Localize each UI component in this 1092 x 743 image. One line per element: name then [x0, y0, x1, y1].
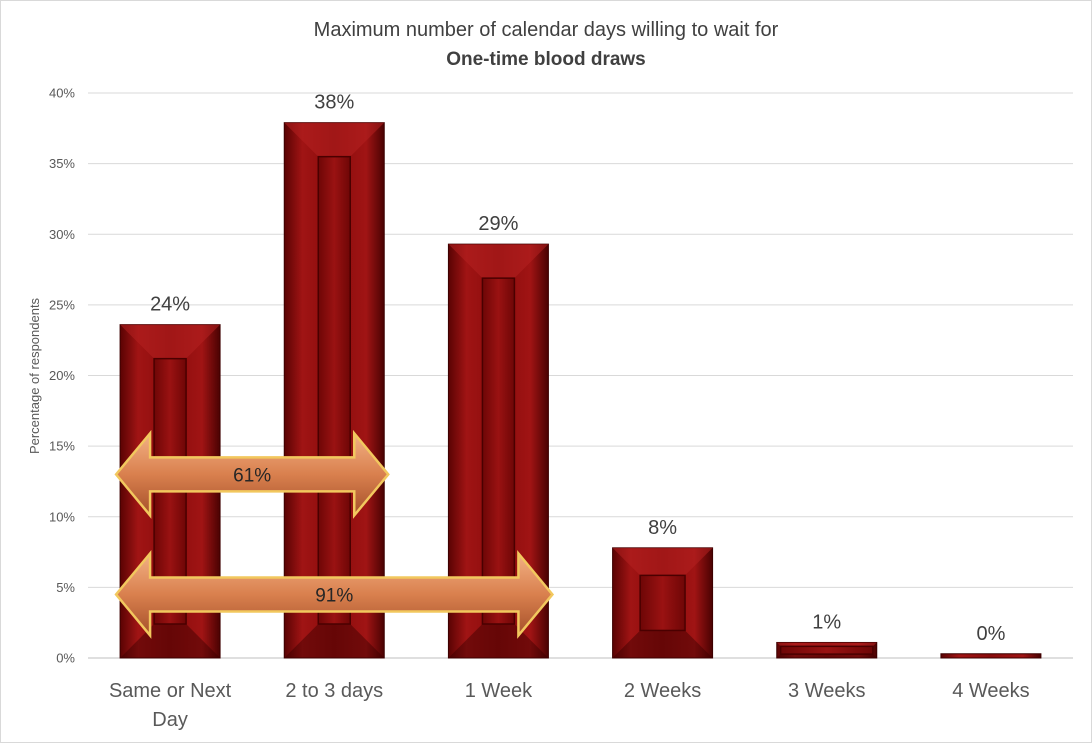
bar-bevel-top [284, 122, 385, 157]
data-label: 1% [812, 611, 841, 633]
y-axis-label: Percentage of respondents [27, 297, 42, 454]
x-category-label: 2 Weeks [624, 680, 701, 702]
chart-title: Maximum number of calendar days willing … [314, 19, 779, 41]
bar-bevel-bottom [120, 624, 221, 658]
x-category-label: 4 Weeks [952, 680, 1029, 702]
bar-bevel-bottom [612, 630, 713, 658]
arrow-label: 91% [315, 585, 353, 606]
x-axis-categories: Same or Next Day 2 to 3 days 1 Week 2 Weeks 3… [109, 680, 1030, 731]
y-tick-label: 30% [49, 227, 75, 242]
bar-inner-panel [317, 155, 351, 625]
data-label: 38% [314, 92, 354, 114]
x-category-label: 1 Week [465, 680, 533, 702]
bar-inner-panel [779, 645, 874, 655]
y-tick-label: 0% [56, 651, 75, 666]
data-labels: 24% 38% 29% 8% 1% 0% [150, 92, 1006, 645]
y-axis-ticks: 0% 5% 10% 15% 20% 25% 30% 35% 40% [49, 86, 75, 666]
arrow-label: 61% [233, 465, 271, 486]
bar [283, 122, 385, 659]
x-category-label: 3 Weeks [788, 680, 865, 702]
x-category-label: Same or Next Day [109, 680, 232, 731]
bar-bevel-bottom [776, 654, 877, 658]
bar-inner-panel [481, 277, 516, 625]
bar-bevel-bottom [448, 624, 549, 658]
gridlines [88, 92, 1073, 659]
bars [119, 122, 1042, 659]
y-tick-label: 15% [49, 439, 75, 454]
arrow-shape [114, 549, 555, 639]
data-label: 29% [478, 213, 518, 235]
double-arrow: 61% [114, 429, 390, 519]
chart-subtitle: One-time blood draws [446, 49, 646, 70]
bar [612, 547, 714, 659]
bar-bevel-top [612, 547, 713, 576]
y-tick-label: 25% [49, 297, 75, 312]
double-arrow: 91% [114, 549, 555, 639]
bar-bevel-top [120, 324, 221, 359]
bar-bevel-top [776, 642, 877, 647]
arrow-shape [114, 429, 390, 519]
bar-bevel-top [448, 244, 549, 279]
bar-inner-panel [639, 574, 686, 632]
bar-bevel-bottom [284, 624, 385, 658]
chart-title-group: Maximum number of calendar days willing … [314, 19, 779, 70]
y-tick-label: 10% [49, 509, 75, 524]
annotation-arrows: 61% 91% [114, 429, 555, 639]
bar-body [940, 653, 1042, 659]
data-label: 8% [648, 517, 677, 539]
y-tick-label: 5% [56, 580, 75, 595]
y-tick-label: 35% [49, 156, 75, 171]
data-label: 24% [150, 294, 190, 316]
bar [940, 653, 1042, 659]
y-tick-label: 40% [49, 86, 75, 101]
data-label: 0% [976, 623, 1005, 645]
bar [776, 641, 878, 659]
x-category-label: 2 to 3 days [285, 680, 383, 702]
y-tick-label: 20% [49, 368, 75, 383]
